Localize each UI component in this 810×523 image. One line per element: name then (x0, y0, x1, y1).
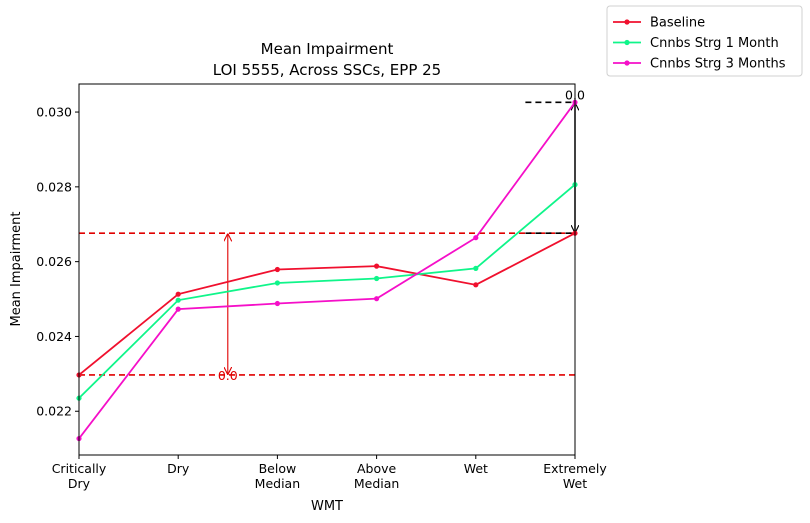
x-tick-label-line: Extremely (543, 461, 607, 476)
x-tick-label-line: Below (259, 461, 297, 476)
x-tick-label: Below Median (255, 461, 300, 491)
y-axis-label: Mean Impairment (9, 212, 24, 327)
legend: Baseline Cnnbs Strg 1 Month Cnnbs Strg 3 M… (606, 5, 803, 77)
y-tick-label: 0.028 (36, 179, 72, 194)
x-tick-label: Above Median (354, 461, 399, 491)
y-tick-label: 0.026 (36, 254, 72, 269)
y-tick-label: 0.022 (36, 404, 72, 419)
x-tick-label-line: Median (354, 476, 399, 491)
series-line (78, 232, 576, 376)
data-point (274, 266, 280, 273)
chart-subtitle: LOI 5555, Across SSCs, EPP 25 (213, 61, 441, 79)
legend-box (606, 5, 803, 77)
plot-frame (78, 83, 576, 456)
data-point (274, 300, 280, 307)
legend-entry-label: Cnnbs Strg 1 Month (650, 36, 779, 51)
x-tick-label: Extremely Wet (543, 461, 607, 491)
data-point (374, 275, 380, 282)
legend-entry-label: Baseline (650, 16, 705, 31)
difference-label: 0.0 (218, 368, 238, 383)
x-tick-label-line: Dry (167, 461, 190, 476)
x-tick-label-line: Median (255, 476, 300, 491)
data-point (274, 280, 280, 286)
data-point (175, 297, 181, 303)
legend-swatch-marker (624, 19, 630, 25)
legend-entry-label: Cnnbs Strg 3 Months (650, 57, 786, 72)
x-tick-label-line: Above (357, 461, 397, 476)
x-tick-label: Critically Dry (52, 461, 107, 491)
data-point (473, 282, 479, 288)
y-tick-label: 0.024 (36, 329, 72, 344)
x-axis-label: WMT (311, 499, 343, 514)
x-tick-label-line: Dry (68, 476, 91, 491)
data-point (374, 263, 380, 269)
x-tick-label-line: Critically (52, 461, 107, 476)
data-point (374, 296, 380, 302)
data-point (473, 235, 479, 241)
data-point (175, 291, 181, 297)
series-line (78, 183, 576, 399)
x-tick-label-line: Wet (464, 461, 488, 476)
x-tick-label: Wet (464, 461, 488, 476)
legend-swatch-marker (624, 60, 630, 66)
x-tick-label: Dry (167, 461, 190, 476)
series-layer (76, 99, 578, 442)
x-tick-label-line: Wet (563, 476, 587, 491)
legend-swatch-marker (624, 39, 630, 46)
chart-title: Mean Impairment (261, 40, 394, 58)
series-line (78, 101, 576, 440)
data-point (473, 265, 479, 271)
data-point (175, 306, 181, 312)
y-tick-label: 0.030 (36, 105, 72, 120)
